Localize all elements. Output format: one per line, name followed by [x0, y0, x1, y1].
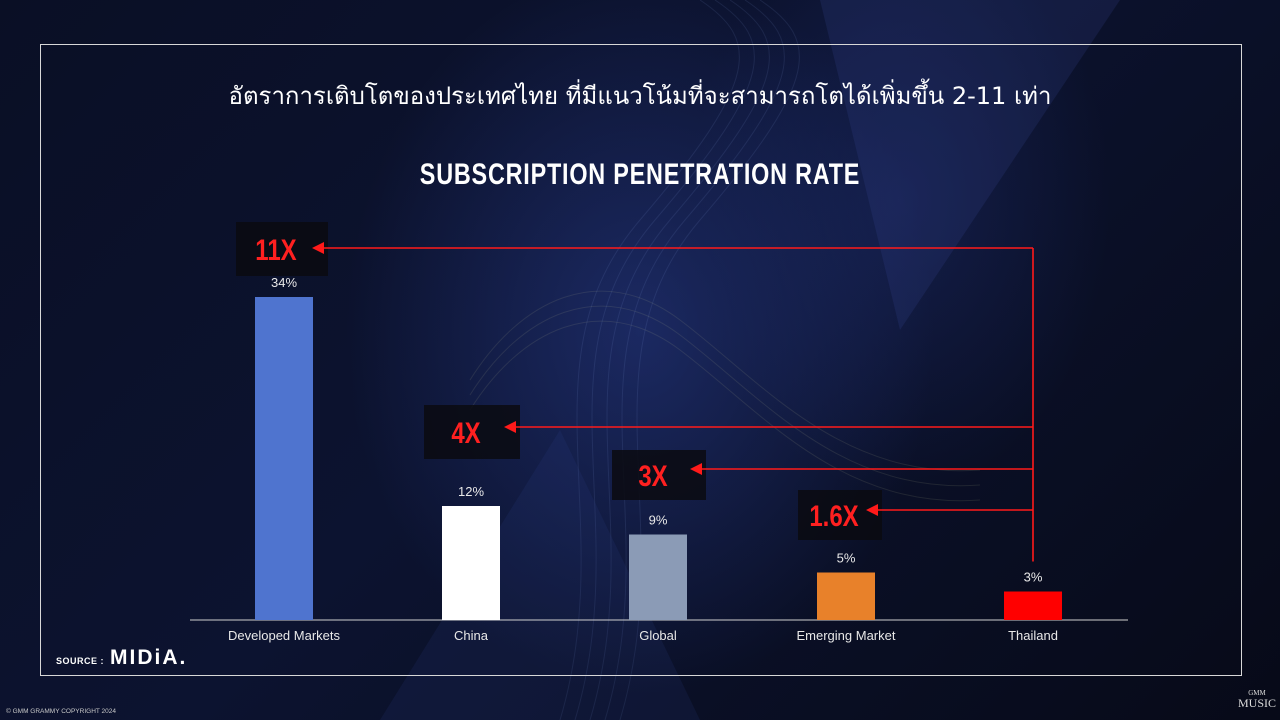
source-label: SOURCE :: [56, 656, 105, 666]
slide-frame: [40, 44, 1242, 676]
multiplier-box-1: [424, 405, 520, 459]
arrow-head-3: [866, 504, 878, 516]
value-label-2: 9%: [649, 513, 668, 528]
category-label-3: Emerging Market: [797, 628, 896, 643]
brand-top: GMM: [1248, 689, 1266, 697]
category-label-1: China: [454, 628, 489, 643]
category-label-2: Global: [639, 628, 677, 643]
arrow-head-2: [690, 463, 702, 475]
arrow-head-1: [504, 421, 516, 433]
arrow-head-0: [312, 242, 324, 254]
bar-2: [629, 534, 687, 620]
bar-0: [255, 297, 313, 620]
bar-3: [817, 572, 875, 620]
multiplier-label-3: 1.6X: [809, 498, 858, 532]
multiplier-box-0: [236, 222, 328, 276]
value-label-0: 34%: [271, 275, 297, 290]
category-label-4: Thailand: [1008, 628, 1058, 643]
bar-4: [1004, 591, 1062, 620]
multiplier-box-3: [798, 490, 882, 540]
multiplier-box-2: [612, 450, 706, 500]
value-label-1: 12%: [458, 484, 484, 499]
category-label-0: Developed Markets: [228, 628, 340, 643]
copyright-text: © GMM GRAMMY COPYRIGHT 2024: [6, 708, 117, 715]
value-label-3: 5%: [837, 551, 856, 566]
multiplier-label-0: 11X: [255, 232, 296, 266]
bar-1: [442, 506, 500, 620]
multiplier-label-2: 3X: [638, 458, 667, 492]
midia-logo: MIDiA.: [110, 646, 188, 669]
brand-bottom: MUSIC: [1238, 696, 1277, 710]
slide-heading: อัตราการเติบโตของประเทศไทย ที่มีแนวโน้มท…: [228, 82, 1052, 110]
source-credit: SOURCE : MIDiA.: [56, 646, 187, 670]
chart-title: SUBSCRIPTION PENETRATION RATE: [419, 158, 861, 191]
multiplier-label-1: 4X: [451, 415, 480, 449]
gmm-music-logo: GMM MUSIC: [1238, 689, 1277, 710]
value-label-4: 3%: [1024, 570, 1043, 585]
